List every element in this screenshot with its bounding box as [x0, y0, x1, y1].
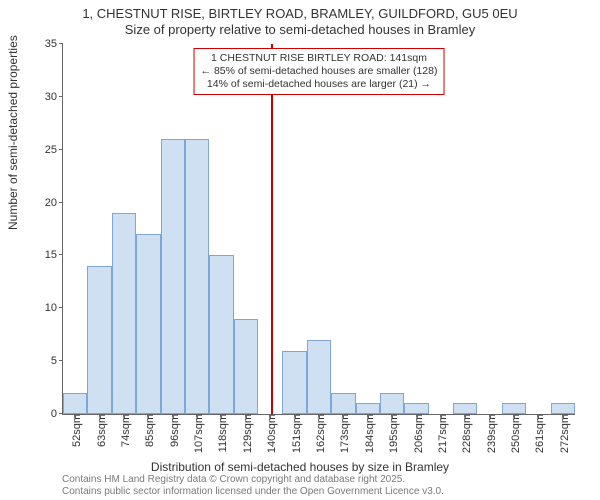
x-tick-mark — [173, 414, 174, 418]
histogram-bar — [87, 266, 111, 414]
y-tick-mark — [59, 360, 63, 361]
x-tick-mark — [221, 414, 222, 418]
x-tick-mark — [538, 414, 539, 418]
annotation-line3: 14% of semi-detached houses are larger (… — [201, 78, 438, 91]
y-axis-label: Number of semi-detached properties — [6, 35, 20, 230]
x-tick-label: 228sqm — [457, 414, 473, 453]
x-tick-label: 261sqm — [530, 414, 546, 453]
histogram-bar — [282, 351, 306, 414]
x-tick-label: 140sqm — [262, 414, 278, 453]
chart-title-line1: 1, CHESTNUT RISE, BIRTLEY ROAD, BRAMLEY,… — [0, 6, 600, 22]
histogram-bar — [161, 139, 185, 414]
y-tick-mark — [59, 254, 63, 255]
chart-footer: Contains HM Land Registry data © Crown c… — [62, 474, 444, 498]
histogram-bar — [234, 319, 258, 414]
x-tick-label: 206sqm — [409, 414, 425, 453]
x-tick-label: 162sqm — [311, 414, 327, 453]
x-tick-mark — [563, 414, 564, 418]
x-tick-label: 118sqm — [213, 414, 229, 452]
chart-title-block: 1, CHESTNUT RISE, BIRTLEY ROAD, BRAMLEY,… — [0, 0, 600, 37]
annotation-line1: 1 CHESTNUT RISE BIRTLEY ROAD: 141sqm — [201, 52, 438, 65]
chart-title-line2: Size of property relative to semi-detach… — [0, 22, 600, 38]
histogram-chart: 1, CHESTNUT RISE, BIRTLEY ROAD, BRAMLEY,… — [0, 0, 600, 500]
x-tick-mark — [343, 414, 344, 418]
footer-line1: Contains HM Land Registry data © Crown c… — [62, 474, 444, 486]
x-tick-label: 74sqm — [116, 414, 132, 447]
x-tick-label: 217sqm — [433, 414, 449, 453]
x-axis-label: Distribution of semi-detached houses by … — [0, 460, 600, 474]
y-tick-mark — [59, 202, 63, 203]
y-tick-label: 15 — [45, 249, 63, 261]
histogram-bar — [136, 234, 160, 414]
y-tick-mark — [59, 96, 63, 97]
histogram-bar — [331, 393, 355, 414]
y-tick-label: 5 — [51, 355, 63, 367]
x-tick-label: 195sqm — [384, 414, 400, 453]
x-tick-mark — [368, 414, 369, 418]
x-tick-mark — [75, 414, 76, 418]
x-tick-label: 184sqm — [360, 414, 376, 453]
x-tick-mark — [124, 414, 125, 418]
x-tick-mark — [514, 414, 515, 418]
x-tick-label: 129sqm — [238, 414, 254, 453]
x-tick-mark — [197, 414, 198, 418]
x-tick-mark — [319, 414, 320, 418]
x-tick-label: 250sqm — [506, 414, 522, 453]
y-tick-label: 0 — [51, 408, 63, 420]
x-tick-mark — [100, 414, 101, 418]
histogram-bar — [63, 393, 87, 414]
y-tick-label: 25 — [45, 144, 63, 156]
x-tick-label: 272sqm — [555, 414, 571, 453]
x-tick-label: 151sqm — [287, 414, 303, 453]
x-tick-label: 63sqm — [92, 414, 108, 447]
x-tick-mark — [392, 414, 393, 418]
y-tick-mark — [59, 149, 63, 150]
x-tick-label: 85sqm — [140, 414, 156, 447]
histogram-bar — [453, 403, 477, 414]
x-tick-label: 173sqm — [335, 414, 351, 453]
x-tick-label: 96sqm — [165, 414, 181, 447]
histogram-bar — [307, 340, 331, 414]
x-tick-mark — [148, 414, 149, 418]
x-tick-mark — [270, 414, 271, 418]
y-tick-label: 30 — [45, 91, 63, 103]
x-tick-mark — [490, 414, 491, 418]
histogram-bar — [185, 139, 209, 414]
x-tick-mark — [465, 414, 466, 418]
x-tick-mark — [246, 414, 247, 418]
footer-line2: Contains public sector information licen… — [62, 486, 444, 498]
x-tick-mark — [441, 414, 442, 418]
y-tick-label: 10 — [45, 302, 63, 314]
y-tick-mark — [59, 43, 63, 44]
y-tick-label: 20 — [45, 197, 63, 209]
histogram-bar — [404, 403, 428, 414]
histogram-bar — [551, 403, 575, 414]
histogram-bar — [380, 393, 404, 414]
histogram-bar — [112, 213, 136, 414]
marker-annotation: 1 CHESTNUT RISE BIRTLEY ROAD: 141sqm ← 8… — [194, 48, 445, 95]
x-tick-mark — [417, 414, 418, 418]
x-tick-label: 52sqm — [67, 414, 83, 447]
histogram-bar — [209, 255, 233, 414]
reference-marker-line — [271, 44, 273, 414]
histogram-bar — [356, 403, 380, 414]
x-tick-mark — [295, 414, 296, 418]
histogram-bar — [502, 403, 526, 414]
annotation-line2: ← 85% of semi-detached houses are smalle… — [201, 65, 438, 78]
x-tick-label: 239sqm — [482, 414, 498, 453]
y-tick-label: 35 — [45, 38, 63, 50]
y-tick-mark — [59, 307, 63, 308]
x-tick-label: 107sqm — [189, 414, 205, 453]
plot-area: 0510152025303552sqm63sqm74sqm85sqm96sqm1… — [62, 44, 575, 415]
